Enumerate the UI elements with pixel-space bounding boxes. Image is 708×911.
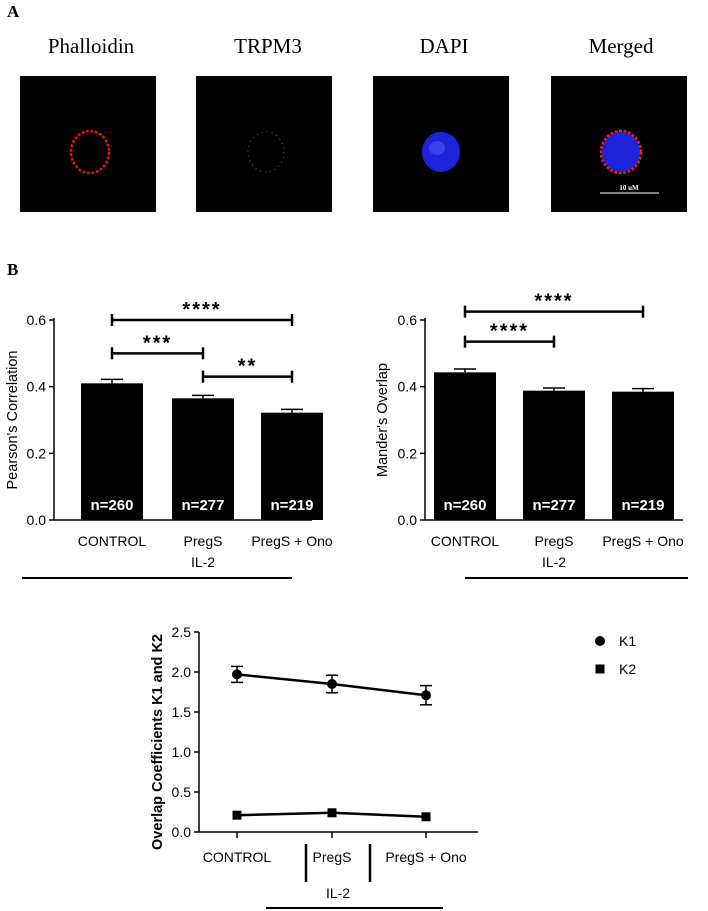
y-axis-label: Mander's Overlap [375,363,391,477]
category-label: PregS + Ono [251,533,333,549]
scale-bar-label: 10 uM [619,184,639,192]
group-label: IL-2 [326,885,350,901]
bar [523,390,585,520]
mander-chart: 0.0 0.2 0.4 0.6 Mander's Overlap n=260 CONTROL… [375,291,688,579]
n-label: n=277 [182,497,225,514]
overlap-chart: 0.0 0.5 1.0 1.5 2.0 2.5 Overlap Coefficients K… [150,624,636,909]
panel-letter-a: A [7,2,20,21]
y-axis-label: Pearson's Correlation [5,351,21,490]
image-label-phalloidin: Phalloidin [47,34,135,58]
significance-label: **** [490,321,529,343]
merged-image: 10 uM [551,76,687,212]
n-label: n=260 [91,497,134,514]
blue-nucleus-cell-icon [422,132,460,172]
legend-marker-k1 [595,636,605,646]
category-label: CONTROL [78,533,147,549]
n-label: n=219 [622,497,665,514]
data-point-k1 [232,669,242,680]
y-tick-label: 2.0 [172,664,192,680]
y-tick-label: 2.5 [172,624,192,640]
n-label: n=260 [444,497,487,514]
image-label-dapi: DAPI [419,34,469,58]
bar [434,372,496,520]
y-tick-label: 1.5 [172,704,192,720]
significance-label: *** [143,332,172,354]
pearson-chart: 0.0 0.2 0.4 0.6 Pearson's Correlation n=260 CO… [5,299,333,579]
n-label: n=277 [533,497,576,514]
category-label: PregS + Ono [602,533,684,549]
significance-label: **** [182,299,221,321]
data-point-k1 [327,679,337,689]
category-label: CONTROL [203,849,272,865]
data-point-k1 [421,690,431,701]
group-label: IL-2 [191,554,215,570]
y-tick-label: 0.0 [172,824,192,840]
legend-label-k2: K2 [619,661,636,677]
data-point-k2 [327,808,337,818]
image-label-trpm3: TRPM3 [234,34,302,58]
y-tick-label: 0.6 [27,312,47,328]
green-dots-cell-icon [247,131,285,173]
bar [172,398,234,520]
y-tick-label: 0.4 [398,379,418,395]
bar [81,383,143,520]
data-point-k2 [232,810,242,820]
y-tick-label: 0.0 [27,512,47,528]
bar [612,391,674,520]
y-tick-label: 0.5 [172,784,192,800]
y-tick-label: 0.2 [27,445,47,461]
panel-letter-b: B [7,260,19,279]
data-point-k2 [421,812,431,822]
group-label: IL-2 [542,554,566,570]
category-label: PregS [313,849,352,865]
legend-label-k1: K1 [619,633,636,649]
category-label: PregS [184,533,223,549]
n-label: n=219 [271,497,314,514]
trpm3-image [196,76,332,212]
phalloidin-image [20,76,156,212]
y-tick-label: 0.2 [398,445,418,461]
red-ring-cell-icon [69,129,111,175]
y-tick-label: 0.6 [398,312,418,328]
category-label: PregS [535,533,574,549]
bar [261,412,323,520]
y-tick-label: 0.4 [27,379,47,395]
legend-marker-k2 [595,664,605,674]
significance-label: **** [534,291,573,313]
category-label: CONTROL [431,533,500,549]
image-label-merged: Merged [588,34,654,58]
significance-label: ** [238,356,258,378]
y-axis-label: Overlap Coefficients K1 and K2 [150,634,166,850]
merged-cell-icon: 10 uM [599,129,659,194]
y-tick-label: 0.0 [398,512,418,528]
category-label: PregS + Ono [385,849,467,865]
y-tick-label: 1.0 [172,744,192,760]
dapi-image [373,76,509,212]
